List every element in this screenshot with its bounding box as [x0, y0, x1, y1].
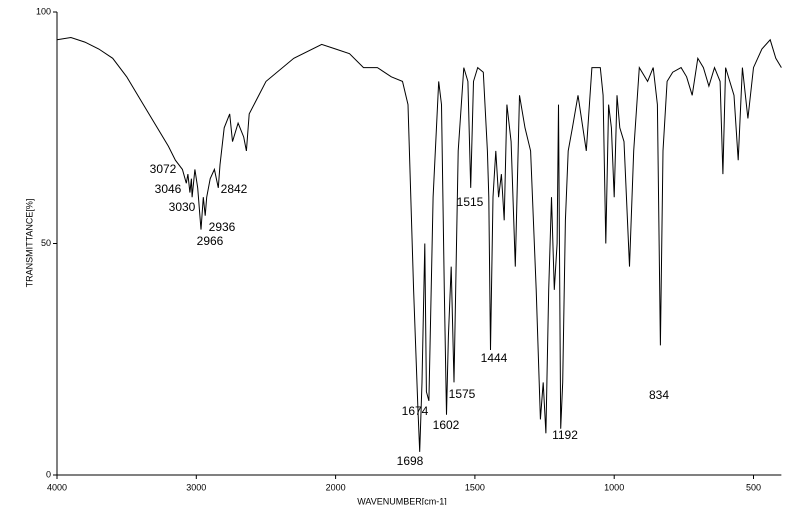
peak-label: 1602 — [433, 418, 460, 432]
y-tick-label: 100 — [36, 6, 51, 16]
y-axis-label: TRANSMITTANCE[%] — [24, 199, 34, 288]
x-tick-label: 1000 — [604, 482, 624, 492]
peak-label: 3030 — [169, 200, 196, 214]
peak-label: 1515 — [457, 195, 484, 209]
x-tick-label: 2000 — [326, 482, 346, 492]
x-tick-label: 4000 — [47, 482, 67, 492]
y-tick-label: 50 — [41, 238, 51, 248]
spectrum-line — [56, 36, 782, 452]
x-axis-label: WAVENUMBER[cm-1] — [357, 496, 447, 505]
peak-label: 3046 — [155, 182, 182, 196]
peak-label: 2966 — [197, 234, 224, 248]
peak-label: 1444 — [481, 351, 508, 365]
peak-label: 1674 — [402, 404, 429, 418]
x-tick-label: 3000 — [186, 482, 206, 492]
x-tick-label: 1500 — [465, 482, 485, 492]
peak-label: 1698 — [397, 454, 424, 468]
peak-label: 3072 — [150, 162, 177, 176]
peak-label: 2842 — [221, 182, 248, 196]
peak-label: 1192 — [552, 428, 578, 442]
x-tick-label: 500 — [746, 482, 761, 492]
y-tick-label: 0 — [46, 469, 51, 479]
peak-label: 2936 — [209, 220, 236, 234]
peak-label: 1575 — [449, 387, 476, 401]
peak-label: 834 — [649, 388, 669, 402]
